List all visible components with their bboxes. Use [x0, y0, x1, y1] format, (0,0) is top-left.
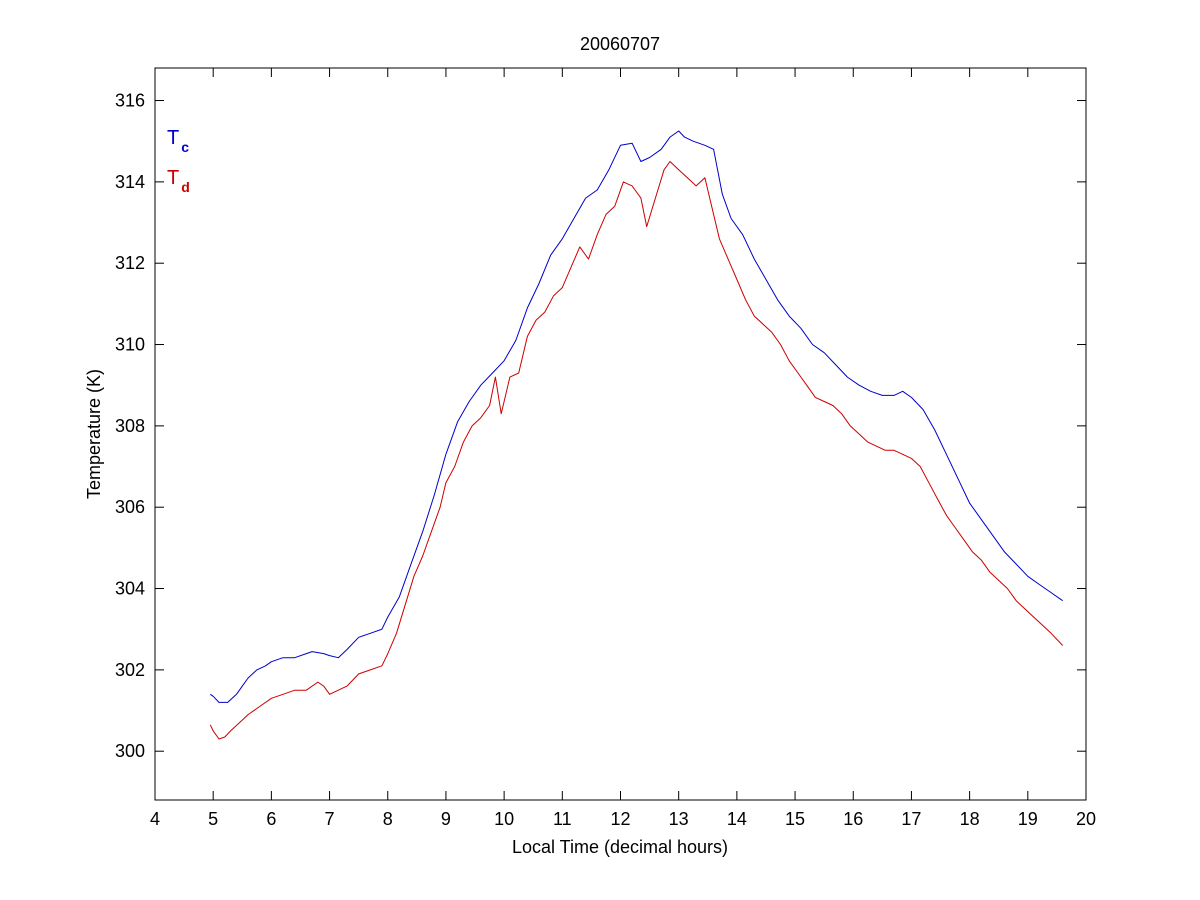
legend-subscript: c — [181, 139, 189, 155]
y-tick-label: 300 — [115, 741, 145, 761]
x-tick-label: 4 — [150, 809, 160, 829]
x-tick-label: 7 — [325, 809, 335, 829]
x-tick-label: 12 — [610, 809, 630, 829]
legend-subscript: d — [181, 179, 190, 195]
x-tick-label: 14 — [727, 809, 747, 829]
y-tick-label: 308 — [115, 416, 145, 436]
plot-area: 4 5 6 7 8 9 10 11 12 13 14 15 16 17 18 19 20 30030230430… — [115, 67, 1096, 829]
x-tick-label: 8 — [383, 809, 393, 829]
series-layer — [209, 130, 1064, 740]
y-tick-label: 302 — [115, 660, 145, 680]
x-tick-label: 16 — [843, 809, 863, 829]
legend-symbol: T — [167, 167, 179, 189]
x-tick-label: 19 — [1018, 809, 1038, 829]
x-tick-label: 20 — [1076, 809, 1096, 829]
x-axis-label: Local Time (decimal hours) — [512, 837, 728, 857]
y-tick-label: 316 — [115, 91, 145, 111]
x-tick-label: 6 — [266, 809, 276, 829]
y-tick-label: 306 — [115, 497, 145, 517]
x-tick-label: 15 — [785, 809, 805, 829]
x-tick-label: 9 — [441, 809, 451, 829]
y-tick-label: 310 — [115, 335, 145, 355]
x-tick-label: 11 — [553, 809, 572, 829]
chart-title: 20060707 — [580, 34, 660, 54]
x-tick-label: 10 — [494, 809, 514, 829]
x-axis: 4 5 6 7 8 9 10 11 12 13 14 15 16 17 18 19 20 — [150, 68, 1096, 829]
x-tick-label: 17 — [901, 809, 921, 829]
y-axis-label: Temperature (K) — [84, 369, 104, 499]
legend-symbol: T — [167, 127, 179, 149]
series-line-d — [209, 161, 1064, 740]
y-tick-label: 312 — [115, 253, 145, 273]
y-axis: 300 302 304 306 308 310 312 314 316 — [115, 91, 1086, 761]
y-tick-label: 304 — [115, 579, 145, 599]
x-tick-label: 18 — [960, 809, 980, 829]
x-tick-label: 13 — [669, 809, 689, 829]
series-line-c — [210, 130, 1063, 703]
x-tick-label: 5 — [208, 809, 218, 829]
y-tick-label: 314 — [115, 172, 145, 192]
